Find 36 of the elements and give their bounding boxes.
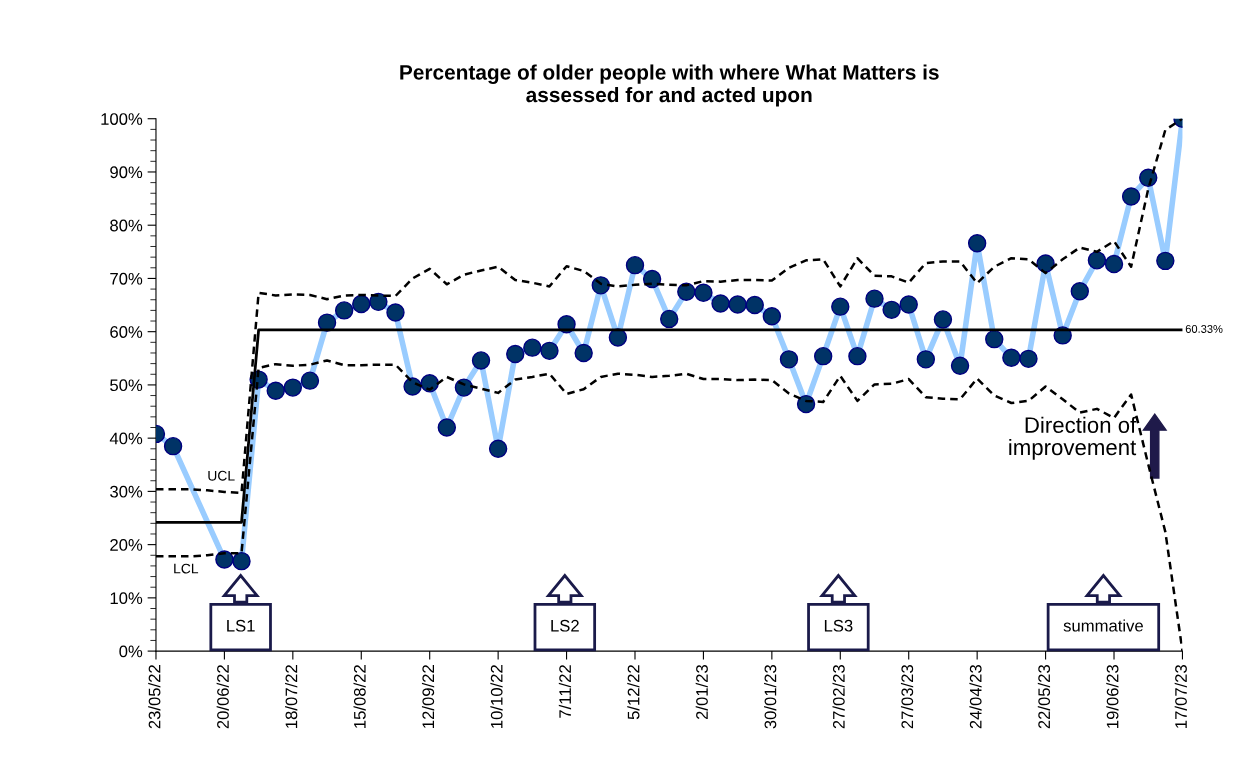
y-tick-label: 60% xyxy=(110,326,143,338)
annotation: 60.33% xyxy=(1185,325,1223,333)
y-tick-label: 10% xyxy=(110,592,143,605)
y-tick-label: 30% xyxy=(110,485,143,498)
y-tick-label: 100% xyxy=(101,113,143,125)
y-tick-label: 20% xyxy=(110,539,143,551)
series-label: UCL xyxy=(208,470,235,481)
annotation: LS3 xyxy=(824,619,853,632)
x-tick-label: 2/01/23 xyxy=(695,665,708,720)
x-tick-label: 17/07/23 xyxy=(1174,665,1187,728)
x-tick-label: 10/10/22 xyxy=(490,665,503,728)
x-tick-label: 22/05/23 xyxy=(1037,665,1051,729)
y-tick-label: 80% xyxy=(110,219,143,232)
annotation: LS1 xyxy=(227,619,255,632)
x-tick-label: 23/05/22 xyxy=(148,665,161,729)
x-tick-label: 5/12/22 xyxy=(627,665,640,720)
x-tick-label: 12/09/22 xyxy=(421,665,435,728)
x-tick-label: 18/07/22 xyxy=(285,665,298,728)
x-tick-label: 7/11/22 xyxy=(558,665,572,718)
x-tick-label: 20/06/22 xyxy=(216,665,229,729)
y-tick-label: 90% xyxy=(110,166,143,179)
x-tick-label: 24/04/23 xyxy=(969,665,982,729)
series-label: LCL xyxy=(174,563,199,574)
y-tick-label: 50% xyxy=(110,379,143,392)
x-tick-label: 27/03/23 xyxy=(900,665,914,729)
x-tick-label: 30/01/23 xyxy=(764,665,777,729)
y-tick-label: 70% xyxy=(110,272,143,285)
chart-title: Percentage of older people with where What Matters is assessed for and acted upon xyxy=(400,64,939,107)
annotation: summative xyxy=(1063,619,1143,632)
x-tick-label: 27/02/23 xyxy=(832,665,845,729)
y-tick-label: 0% xyxy=(119,645,143,658)
annotation: LS2 xyxy=(551,619,579,632)
annotation: Direction of improvement xyxy=(1009,416,1137,460)
x-tick-label: 19/06/23 xyxy=(1106,665,1119,728)
x-tick-label: 15/08/22 xyxy=(353,665,366,728)
y-tick-label: 40% xyxy=(109,432,143,445)
